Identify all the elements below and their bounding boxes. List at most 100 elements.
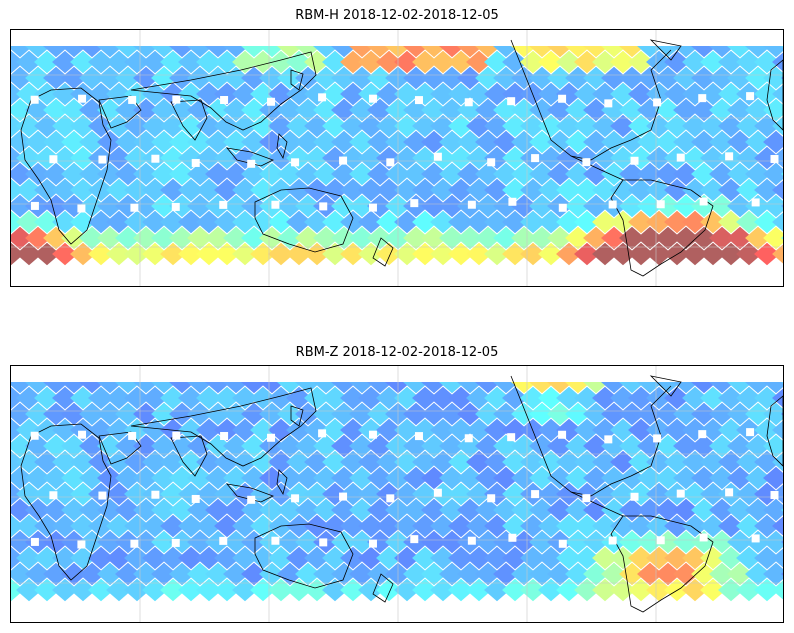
heatmap-cell [88, 50, 114, 74]
heatmap-cell [358, 450, 384, 474]
heatmap-cell [430, 242, 456, 266]
heatmap-cell [250, 50, 276, 74]
heatmap-cell [502, 578, 528, 602]
heatmap-cell [556, 386, 582, 410]
heatmap-cell [241, 226, 267, 250]
heatmap-cell [745, 498, 771, 522]
heatmap-cell [412, 386, 438, 410]
heatmap-cell [619, 226, 645, 250]
heatmap-cell [763, 382, 783, 394]
heatmap-cell [619, 66, 645, 90]
heatmap-cell [412, 482, 438, 506]
heatmap-cell [169, 498, 195, 522]
heatmap-cell [565, 402, 591, 426]
heatmap-cell [367, 162, 393, 186]
heatmap-cell [421, 194, 447, 218]
heatmap-cell [745, 466, 771, 490]
heatmap-cell [592, 450, 618, 474]
heatmap-cell [11, 402, 33, 426]
heatmap-cell [79, 498, 105, 522]
heatmap-cell [169, 130, 195, 154]
heatmap-cell [709, 130, 735, 154]
heatmap-cell [367, 98, 393, 122]
heatmap-cell [628, 210, 654, 234]
heatmap-cell [169, 46, 195, 58]
heatmap-cell [106, 386, 132, 410]
heatmap-cell [295, 402, 321, 426]
heatmap-cell [79, 466, 105, 490]
heatmap-cell [160, 114, 186, 138]
station-marker [128, 431, 137, 440]
heatmap-cell [124, 546, 150, 570]
station-marker [291, 158, 300, 167]
heatmap-cell [133, 562, 159, 586]
heatmap-cell [52, 450, 78, 474]
heatmap-cell [169, 162, 195, 186]
heatmap-cell [331, 98, 357, 122]
heatmap-cell [115, 162, 141, 186]
heatmap-cell [70, 578, 96, 602]
heatmap-cell [565, 46, 591, 58]
heatmap-cell [754, 146, 780, 170]
heatmap-cell [11, 66, 33, 90]
station-marker [653, 434, 662, 443]
heatmap-cell [61, 434, 87, 458]
station-marker [464, 98, 473, 107]
heatmap-cell [655, 498, 681, 522]
heatmap-cell [466, 146, 492, 170]
heatmap-cell [412, 514, 438, 538]
heatmap-cell [475, 194, 501, 218]
heatmap-cell [421, 130, 447, 154]
heatmap-cell [151, 130, 177, 154]
heatmap-cell [448, 242, 474, 266]
heatmap-cell [124, 514, 150, 538]
heatmap-cell [439, 466, 465, 490]
heatmap-cell [349, 562, 375, 586]
heatmap-cell [295, 194, 321, 218]
heatmap-cell [205, 66, 231, 90]
heatmap-cell [682, 450, 708, 474]
heatmap-cell [673, 466, 699, 490]
heatmap-cell [709, 434, 735, 458]
heatmap-cell [745, 98, 771, 122]
heatmap-cell [151, 162, 177, 186]
heatmap-cell [205, 434, 231, 458]
heatmap-cell [34, 178, 60, 202]
heatmap-cell [538, 418, 564, 442]
station-marker [49, 491, 58, 500]
heatmap-cell [232, 210, 258, 234]
heatmap-cell [745, 162, 771, 186]
heatmap-cell [403, 466, 429, 490]
heatmap-cell [169, 562, 195, 586]
heatmap-cell [763, 402, 783, 426]
heatmap-cell [367, 130, 393, 154]
heatmap-cell [178, 242, 204, 266]
station-marker [508, 197, 517, 206]
heatmap-cell [97, 194, 123, 218]
heatmap-cell [727, 434, 753, 458]
heatmap-cell [70, 178, 96, 202]
station-marker [433, 488, 442, 497]
heatmap-cell [421, 98, 447, 122]
heatmap-cell [286, 178, 312, 202]
heatmap-cell [502, 514, 528, 538]
heatmap-cell [709, 98, 735, 122]
heatmap-cell [205, 46, 231, 58]
heatmap-cell [97, 46, 123, 58]
heatmap-cell [133, 194, 159, 218]
heatmap-cell [106, 242, 132, 266]
heatmap-cell [25, 562, 51, 586]
heatmap-cell [313, 162, 339, 186]
heatmap-cell [673, 434, 699, 458]
heatmap-cell [313, 130, 339, 154]
heatmap-cell [16, 578, 42, 602]
heatmap-cell [493, 498, 519, 522]
heatmap-cell [43, 530, 69, 554]
station-marker [770, 155, 779, 164]
station-markers [30, 428, 779, 549]
heatmap-cell [727, 66, 753, 90]
panel-title: RBM-H 2018-12-02-2018-12-05 [295, 8, 499, 23]
heatmap-cell [25, 402, 51, 426]
heatmap-cell [628, 242, 654, 266]
heatmap-cell [610, 450, 636, 474]
